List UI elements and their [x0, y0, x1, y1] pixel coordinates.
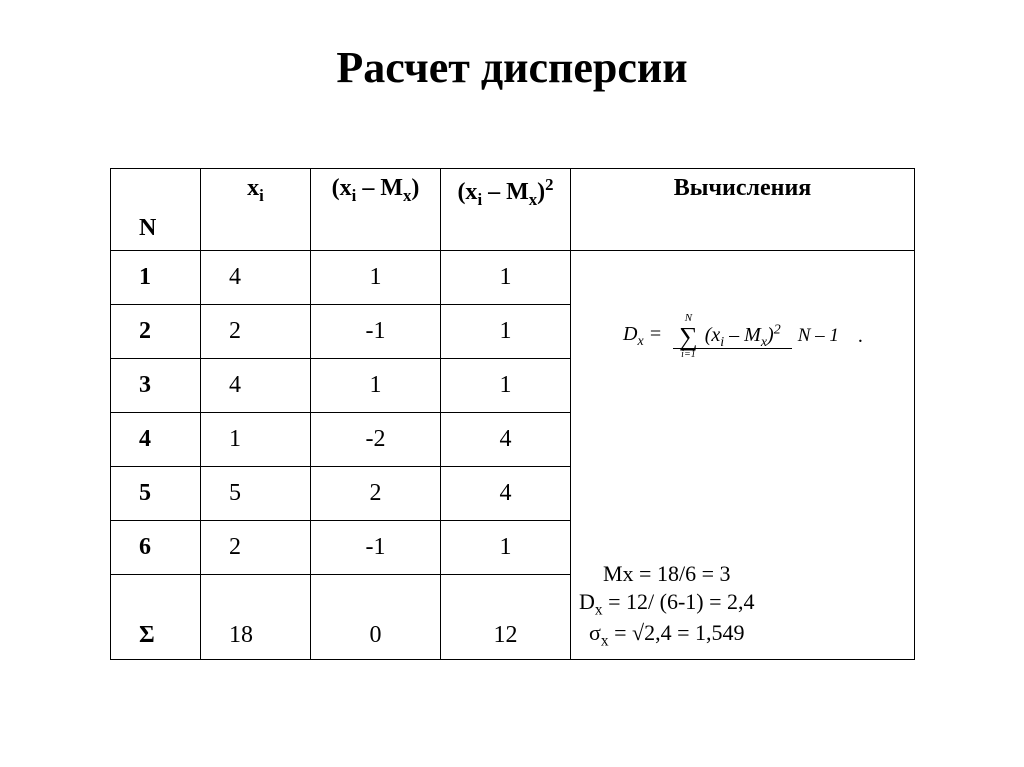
- sigma-sym: ∑: [679, 324, 698, 350]
- rsx-eq: =: [609, 620, 632, 645]
- cell-n: 5: [111, 467, 201, 521]
- table-row: 1 4 1 1 Dx = N: [111, 251, 915, 305]
- cell-xi: 1: [201, 413, 311, 467]
- radical-icon: √: [632, 620, 644, 645]
- cell-xi: 4: [201, 251, 311, 305]
- rsx-sub: x: [601, 633, 609, 650]
- f-eq: =: [644, 323, 663, 345]
- header-diff: (xi – Mx): [311, 169, 441, 251]
- variance-table: N xi (xi – Mx) (xi – Mx)2 Вычисления 1: [110, 168, 915, 660]
- cell-d2: 1: [441, 251, 571, 305]
- formula-trail: .: [858, 325, 863, 348]
- cell-n: 1: [111, 251, 201, 305]
- page-title: Расчет дисперсии: [0, 0, 1024, 93]
- cell-d2: 4: [441, 467, 571, 521]
- cell-d2: 1: [441, 305, 571, 359]
- cell-n: 4: [111, 413, 201, 467]
- fraction-denom: N – 1: [792, 322, 845, 346]
- header-xi: xi: [201, 169, 311, 251]
- sigma-icon: N ∑ i=1: [679, 313, 698, 360]
- rsx-pre: σ: [589, 620, 601, 645]
- header-xi-main: x: [247, 175, 259, 201]
- sigma-bot: i=1: [679, 350, 698, 360]
- header-row: N xi (xi – Mx) (xi – Mx)2 Вычисления: [111, 169, 915, 251]
- cell-d: -2: [311, 413, 441, 467]
- h2-diff-sup: 2: [545, 175, 553, 194]
- cell-n: 6: [111, 521, 201, 575]
- cell-d2: 1: [441, 359, 571, 413]
- result-sigma: σx = √2,4 = 1,549: [579, 619, 755, 651]
- t-pre: (x: [705, 324, 721, 346]
- cell-xi: 5: [201, 467, 311, 521]
- t-sup: 2: [774, 322, 781, 337]
- f-dx: D: [623, 323, 637, 345]
- h2-diff-sub2: x: [529, 190, 537, 209]
- result-mx: Mx = 18/6 = 3: [579, 560, 755, 588]
- rsx-val: 2,4 = 1,549: [644, 620, 744, 645]
- cell-xi: 4: [201, 359, 311, 413]
- cell-d: -1: [311, 305, 441, 359]
- rdx-rest: = 12/ (6-1) = 2,4: [603, 589, 755, 614]
- cell-xi: 2: [201, 305, 311, 359]
- cell-d2: 4: [441, 413, 571, 467]
- h-diff-post: ): [411, 175, 419, 201]
- cell-d: -1: [311, 521, 441, 575]
- results-block: Mx = 18/6 = 3 Dx = 12/ (6-1) = 2,4 σx = …: [579, 560, 755, 651]
- rdx-sub: x: [595, 601, 603, 618]
- fraction: N ∑ i=1 (xi – Mx)2 N – 1: [673, 313, 845, 360]
- cell-d-sum: 0: [311, 575, 441, 660]
- computations-cell: Dx = N ∑ i=1 (x: [571, 251, 915, 660]
- cell-d: 1: [311, 359, 441, 413]
- result-dx: Dx = 12/ (6-1) = 2,4: [579, 588, 755, 620]
- cell-n: 3: [111, 359, 201, 413]
- table-wrap: N xi (xi – Mx) (xi – Mx)2 Вычисления 1: [110, 168, 914, 660]
- header-diff-sq: (xi – Mx)2: [441, 169, 571, 251]
- fraction-num: N ∑ i=1 (xi – Mx)2: [673, 322, 792, 349]
- h2-diff-mid: – M: [482, 179, 529, 205]
- t-mid: – M: [724, 324, 761, 346]
- header-n: N: [111, 169, 201, 251]
- cell-d2: 1: [441, 521, 571, 575]
- h-diff-mid: – M: [356, 175, 403, 201]
- slide: Расчет дисперсии N xi (xi – Mx) (xi – Mx…: [0, 0, 1024, 767]
- rdx-pre: D: [579, 589, 595, 614]
- variance-formula: Dx = N ∑ i=1 (x: [623, 313, 863, 360]
- header-calc: Вычисления: [571, 169, 915, 251]
- cell-d: 2: [311, 467, 441, 521]
- h2-diff-post: ): [537, 179, 545, 205]
- cell-n-sum: Σ: [111, 575, 201, 660]
- cell-xi: 2: [201, 521, 311, 575]
- t-post: ): [767, 324, 774, 346]
- h-diff-pre: (x: [332, 175, 352, 201]
- h2-diff-pre: (x: [457, 179, 477, 205]
- header-xi-sub: i: [259, 186, 264, 205]
- cell-xi-sum: 18: [201, 575, 311, 660]
- cell-d2-sum: 12: [441, 575, 571, 660]
- cell-n: 2: [111, 305, 201, 359]
- cell-d: 1: [311, 251, 441, 305]
